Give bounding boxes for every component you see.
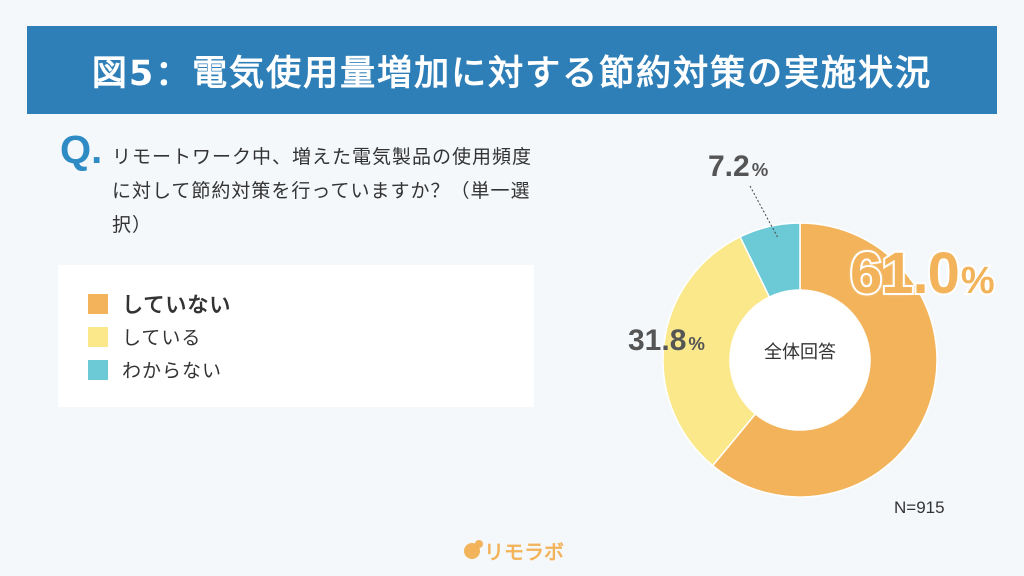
- data-label-not-doing: 61.0%: [848, 239, 997, 308]
- legend-swatch-doing: [88, 326, 108, 347]
- brand-icon: [464, 539, 483, 559]
- data-label-value: 7.2: [708, 150, 750, 183]
- legend-item-not-doing: していない: [88, 287, 504, 320]
- legend-swatch-unknown: [88, 359, 108, 380]
- data-label-unit: %: [688, 333, 705, 354]
- header-banner: 図5：電気使用量増加に対する節約対策の実施状況: [27, 26, 997, 114]
- data-label-unknown: 7.2%: [708, 150, 768, 184]
- brand-logo: リモラボ: [464, 536, 564, 565]
- sample-size: N=915: [894, 498, 945, 517]
- donut-chart: [640, 200, 960, 520]
- data-label-value: 31.8: [628, 324, 687, 357]
- legend-item-doing: している: [88, 320, 504, 353]
- legend-label: している: [122, 327, 202, 349]
- legend-label: わからない: [122, 360, 223, 382]
- data-label-unit: %: [959, 258, 997, 304]
- data-label-unit: %: [751, 159, 769, 180]
- legend: していない している わからない: [58, 265, 534, 407]
- legend-swatch-not-doing: [88, 293, 108, 314]
- donut-hole: [730, 290, 870, 430]
- brand-name: リモラボ: [484, 540, 564, 564]
- page-title: 図5：電気使用量増加に対する節約対策の実施状況: [91, 53, 933, 94]
- question-mark: Q.: [60, 128, 103, 172]
- data-label-value: 61.0: [848, 239, 962, 308]
- donut-center-label: 全体回答: [764, 342, 836, 363]
- legend-label: していない: [122, 292, 232, 317]
- legend-item-unknown: わからない: [88, 353, 504, 386]
- question-text: リモートワーク中、増えた電気製品の使用頻度に対して節約対策を行っていますか？（単…: [112, 146, 533, 236]
- donut-svg: [662, 222, 938, 498]
- data-label-doing: 31.8%: [628, 324, 705, 358]
